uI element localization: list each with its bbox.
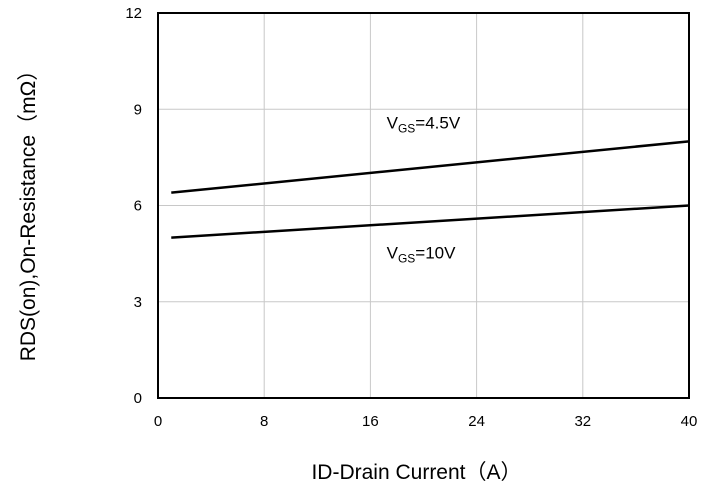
series-group — [171, 140, 690, 239]
x-tick-label: 8 — [260, 413, 268, 430]
y-tick-labels: 0 3 6 9 12 — [125, 5, 142, 407]
y-tick-label: 9 — [134, 101, 142, 118]
series-label: VGS=4.5V — [387, 113, 461, 135]
series-label: VGS=10V — [387, 244, 457, 266]
x-tick-label: 24 — [468, 413, 485, 430]
series-annotations: VGS=4.5V VGS=10V — [387, 113, 461, 265]
y-tick-label: 12 — [125, 5, 142, 22]
y-tick-label: 6 — [134, 198, 142, 215]
x-tick-label: 0 — [154, 413, 162, 430]
series-line — [171, 140, 690, 194]
series-line — [171, 204, 690, 239]
y-tick-label: 3 — [134, 294, 142, 311]
x-tick-label: 40 — [681, 413, 698, 430]
x-tick-label: 16 — [362, 413, 379, 430]
grid-lines — [157, 12, 690, 399]
x-tick-labels: 0 8 16 24 32 40 — [154, 413, 698, 430]
x-axis-title: ID-Drain Current（A） — [311, 461, 521, 484]
y-axis-title: RDS(on),On-Resistance（mΩ） — [17, 60, 40, 362]
y-tick-label: 0 — [134, 390, 142, 407]
x-tick-label: 32 — [574, 413, 591, 430]
